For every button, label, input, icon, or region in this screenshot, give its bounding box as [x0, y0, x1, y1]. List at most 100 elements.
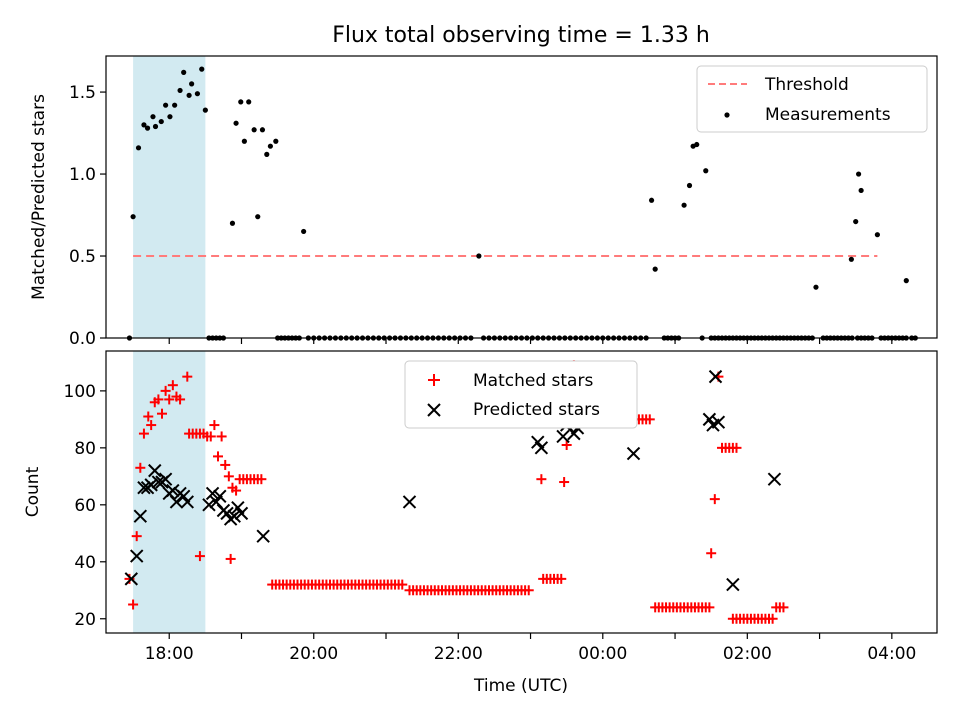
matched-star-point — [194, 551, 205, 562]
matched-star-point — [124, 573, 135, 584]
predicted-stars-points — [124, 369, 782, 592]
predicted-star-point — [626, 446, 641, 461]
measurement-point — [273, 138, 279, 144]
matched-star-point — [231, 485, 242, 496]
top-panel: 0.0 0.5 1.0 1.5 Matched/Predicted stars Thr… — [29, 55, 938, 349]
measurement-point — [251, 127, 257, 133]
y-tick-label: 1.5 — [69, 83, 96, 103]
top-axes-frame — [105, 55, 938, 339]
predicted-stars-legend-swatch — [427, 403, 441, 417]
x-tick-label: 04:00 — [867, 644, 916, 664]
y-tick-label: 0.0 — [69, 329, 96, 349]
predicted-star-point — [726, 577, 740, 592]
measurement-point — [681, 202, 687, 208]
figure-title: Flux total observing time = 1.33 h — [332, 23, 710, 48]
predicted-star-point — [213, 489, 227, 503]
predicted-star-point — [711, 415, 726, 429]
measurement-point — [163, 102, 169, 108]
predicted-star-point — [133, 509, 148, 523]
bottom-panel: 20 40 60 80 100 18:00 20:00 22:00 00:00 02:00 04:… — [23, 350, 938, 696]
matched-star-point — [778, 602, 789, 613]
measurement-point — [189, 81, 195, 87]
matched-star-point — [767, 613, 778, 624]
measurement-point — [903, 278, 909, 284]
matched-star-point — [160, 385, 171, 396]
predicted-stars-legend-label: Predicted stars — [473, 400, 600, 420]
matched-star-point — [561, 440, 572, 450]
matched-star-point — [213, 451, 224, 462]
measurements-legend-swatch — [724, 112, 730, 118]
matched-star-point — [523, 585, 534, 596]
matched-star-point — [256, 474, 267, 485]
predicted-star-point — [180, 495, 195, 509]
matched-star-point — [220, 459, 231, 470]
measurement-point — [813, 284, 819, 290]
predicted-star-point — [767, 472, 782, 486]
measurement-point — [141, 122, 147, 128]
matched-star-point — [556, 573, 567, 584]
matched-star-point — [167, 380, 178, 391]
measurement-point — [686, 182, 693, 189]
predicted-star-point — [124, 572, 138, 586]
y-tick-label: 0.5 — [69, 247, 96, 267]
matched-star-point — [205, 431, 216, 442]
matched-star-point — [175, 394, 186, 405]
predicted-star-point — [534, 441, 549, 455]
threshold-legend-label: Threshold — [764, 75, 849, 95]
matched-star-point — [704, 602, 715, 613]
predicted-star-point — [556, 429, 570, 444]
matched-star-point — [135, 462, 146, 473]
matched-star-point — [131, 531, 142, 542]
matched-stars-legend-swatch — [428, 374, 440, 386]
y-tick-label: 80 — [74, 439, 96, 459]
x-tick-label: 18:00 — [145, 644, 194, 664]
top-y-ticks: 0.0 0.5 1.0 1.5 — [69, 83, 106, 349]
predicted-star-point — [166, 483, 180, 498]
bottom-y-ticks: 20 40 60 80 100 — [64, 382, 106, 630]
matched-star-point — [216, 431, 227, 442]
measurement-point — [229, 220, 236, 226]
matched-star-point — [536, 474, 547, 485]
measurement-point — [135, 145, 142, 151]
measurements-points — [126, 66, 918, 341]
measurement-point — [186, 92, 192, 98]
matched-star-point — [164, 394, 175, 405]
measurement-point — [301, 228, 307, 235]
measurement-point — [194, 91, 201, 97]
predicted-star-point — [202, 498, 216, 512]
top-highlight-span — [133, 56, 206, 338]
measurement-point — [181, 69, 187, 75]
measurement-point — [144, 125, 151, 131]
measurement-point — [652, 266, 658, 272]
predicted-star-point — [148, 463, 162, 478]
predicted-star-point — [158, 472, 173, 486]
top-legend: Threshold Measurements — [696, 65, 928, 133]
measurement-point — [241, 138, 247, 144]
y-tick-label: 20 — [74, 610, 96, 630]
matched-star-point — [644, 414, 655, 425]
measurement-point — [264, 151, 270, 157]
measurement-point — [259, 127, 266, 133]
measurement-point — [694, 141, 700, 148]
bottom-legend: Matched stars Predicted stars — [404, 360, 638, 429]
measurement-point — [202, 107, 208, 113]
x-tick-label: 00:00 — [578, 644, 627, 664]
measurement-point — [152, 123, 159, 130]
predicted-star-point — [144, 478, 158, 492]
measurement-point — [158, 118, 164, 125]
predicted-star-point — [402, 495, 417, 509]
matched-star-point — [128, 599, 139, 610]
predicted-star-point — [234, 506, 249, 521]
predicted-star-point — [205, 486, 220, 501]
measurement-point — [855, 171, 862, 177]
matched-star-point — [138, 428, 149, 439]
matched-star-point — [225, 553, 236, 564]
matched-star-point — [223, 471, 234, 482]
measurement-point — [233, 120, 239, 126]
measurement-point — [858, 187, 864, 194]
highlight-span-rect — [133, 56, 206, 338]
top-x-ticks — [168, 338, 893, 344]
matched-star-point — [182, 371, 193, 382]
